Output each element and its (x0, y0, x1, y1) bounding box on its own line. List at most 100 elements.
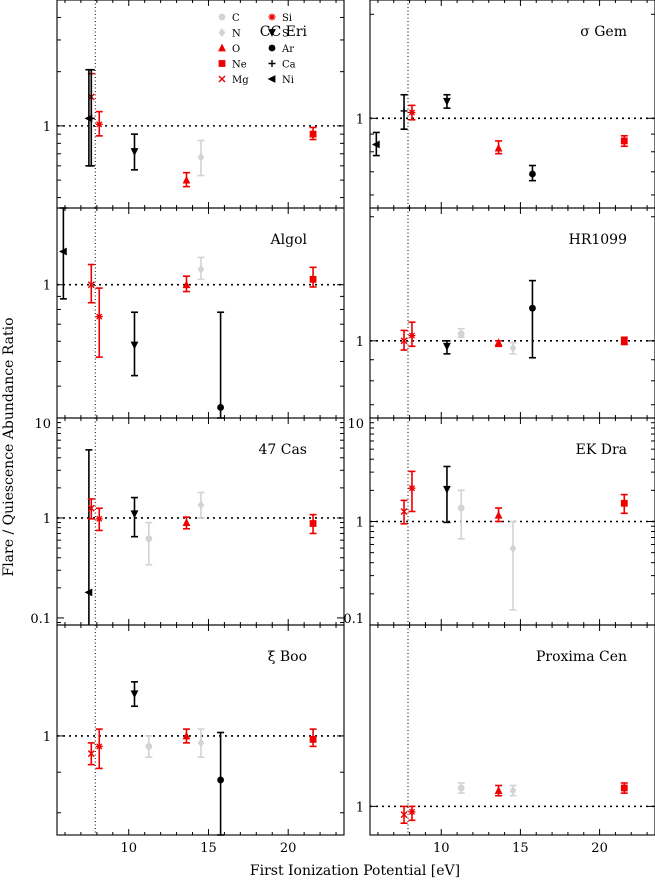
data-point-ar (528, 279, 536, 359)
y-tick-label: 0.1 (30, 612, 51, 627)
legend-label: Si (282, 13, 292, 24)
y-tick-label: 1 (43, 512, 51, 527)
marker-n (509, 786, 517, 795)
marker-n (509, 343, 517, 353)
x-tick-label: 10 (433, 841, 450, 856)
legend-item-ni: Ni (267, 75, 294, 86)
data-point-ni (58, 207, 67, 300)
marker-ni (371, 140, 380, 149)
data-point-n (509, 341, 517, 355)
marker-s (130, 510, 139, 519)
marker-si (408, 332, 416, 340)
legend-item-si: Si (268, 13, 292, 24)
legend-marker (267, 75, 276, 83)
data-point-si (408, 321, 416, 348)
data-point-si (95, 287, 103, 358)
marker-s (130, 148, 139, 156)
data-point-s (130, 681, 139, 708)
legend-marker (268, 44, 276, 52)
data-point-o (182, 171, 191, 188)
y-tick-label: 1 (356, 112, 364, 127)
marker-o (494, 510, 503, 519)
panel-title: EK Dra (576, 442, 627, 458)
legend-label: Mg (232, 75, 249, 86)
marker-s (443, 97, 451, 106)
marker-o (494, 338, 503, 347)
marker-o (494, 143, 503, 152)
y-tick-label: 1 (356, 516, 364, 531)
data-point-ne (309, 728, 317, 748)
legend-marker (218, 28, 226, 37)
legend-label: Ca (282, 60, 296, 71)
data-point-c (145, 735, 153, 759)
data-point-s (443, 465, 451, 524)
legend-marker (218, 13, 226, 21)
data-point-si (95, 507, 103, 532)
panel-title: Algol (270, 232, 308, 248)
panel-3: 1 Algol (43, 207, 345, 419)
legend-item-mg: Mg (218, 75, 249, 86)
data-point-mg (87, 498, 95, 520)
legend-label: Ni (282, 75, 294, 86)
legend-marker (218, 75, 226, 83)
panel-6: 0.1 1 10 EK Dra (343, 417, 655, 627)
legend-label: Ne (232, 60, 247, 71)
data-point-c (457, 327, 465, 339)
panel-title: σ Gem (580, 24, 627, 40)
data-point-n (197, 139, 205, 177)
y-tick-label: 1 (43, 730, 51, 745)
marker-mg (400, 337, 408, 345)
data-point-o (494, 507, 503, 523)
legend-marker (268, 60, 276, 67)
panel-2: 1 σ Gem (356, 0, 655, 209)
data-point-n (509, 520, 517, 611)
data-point-si (408, 104, 416, 121)
legend-label: Ar (281, 44, 294, 55)
legend-label: N (232, 29, 241, 40)
data-point-si (408, 805, 416, 822)
panel-title: 47 Cas (258, 442, 307, 458)
data-point-mg (400, 499, 408, 525)
marker-n (197, 500, 205, 510)
data-point-ar (217, 731, 225, 836)
data-point-si (408, 470, 416, 513)
legend-marker (268, 29, 276, 37)
x-tick-label: 15 (512, 841, 529, 856)
marker-si (95, 515, 103, 523)
marker-n (509, 543, 517, 553)
data-point-ne (620, 336, 628, 346)
panel-title: ξ Boo (268, 649, 307, 665)
data-point-n (197, 256, 205, 281)
data-point-ni (84, 449, 93, 625)
y-tick-label: 1 (356, 335, 364, 350)
data-point-ar (217, 311, 225, 419)
marker-n (197, 264, 205, 274)
marker-s (443, 485, 451, 494)
marker-c (145, 743, 153, 750)
data-point-ni (84, 68, 93, 167)
data-point-mg (400, 805, 408, 824)
marker-o (494, 786, 503, 794)
data-point-c (457, 489, 465, 540)
data-point-c (457, 782, 465, 794)
marker-c (457, 784, 465, 792)
marker-ar (217, 404, 224, 411)
legend-item-ne: Ne (218, 60, 247, 71)
marker-ar (217, 776, 224, 784)
marker-si (408, 108, 416, 116)
panel-4: 1 HR1099 (356, 207, 655, 419)
data-point-o (182, 275, 191, 293)
panel-8: 1 Proxima Cen (356, 624, 655, 836)
data-point-o (494, 784, 503, 797)
legend-marker (218, 43, 226, 52)
marker-ne (620, 137, 628, 145)
legend-item-n: N (218, 28, 241, 40)
marker-si (408, 808, 416, 816)
marker-s (443, 342, 451, 351)
x-tick-label: 20 (280, 841, 297, 856)
data-point-mg (87, 263, 95, 304)
marker-mg (400, 811, 408, 819)
marker-ne (620, 499, 628, 507)
panel-5: 0.1 1 10 47 Cas (30, 417, 345, 627)
data-point-o (494, 338, 503, 348)
